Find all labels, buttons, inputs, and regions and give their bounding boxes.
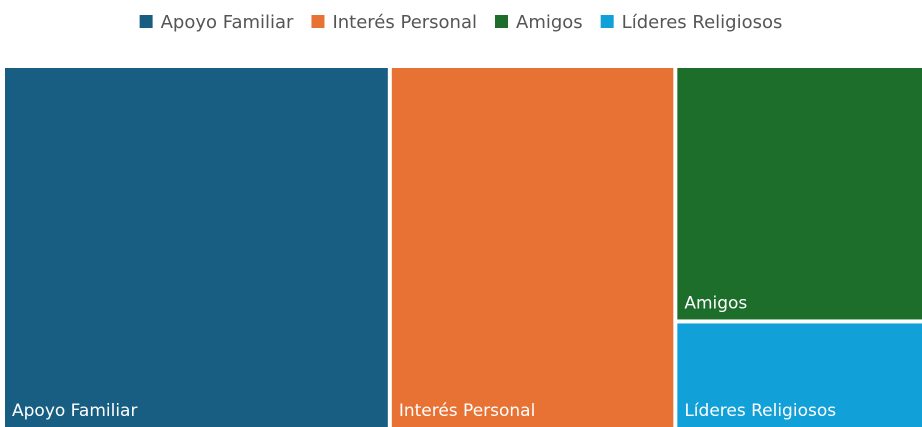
legend-marker [495,15,509,28]
tile-label: Apoyo Familiar [12,401,137,421]
legend-marker [139,15,153,28]
tile [5,68,388,427]
tile [677,323,922,427]
tile [677,68,922,320]
legend-label: Interés Personal [332,12,477,33]
tile-label: Líderes Religiosos [684,401,836,421]
legend-label: Líderes Religiosos [622,12,783,33]
tile-label: Amigos [684,293,747,313]
legend-label: Amigos [516,12,583,33]
legend-label: Apoyo Familiar [161,12,294,33]
tile [391,68,674,427]
legend-marker [311,15,325,28]
tile-label: Interés Personal [399,401,536,421]
legend-marker [600,15,614,28]
